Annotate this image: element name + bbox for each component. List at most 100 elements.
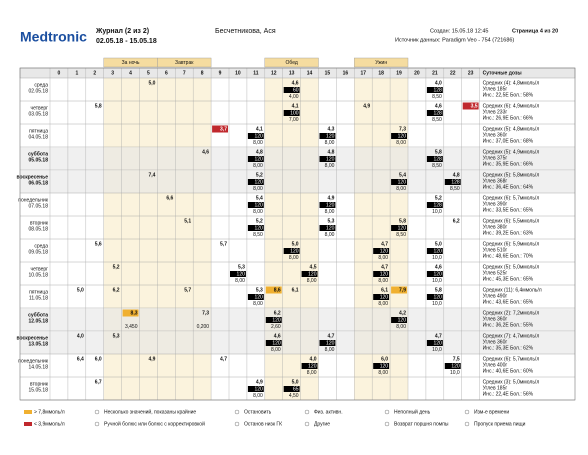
day-name: воскресенье [17,174,49,180]
glucose: 5,8 [435,287,442,293]
hour-label: 22 [450,70,456,76]
legend-label: Физ. активн. [314,409,343,415]
hour-label: 10 [235,70,241,76]
daily-carbs: Углев 390г [483,201,508,207]
glucose: 4,5 [310,264,317,270]
carbs: 120 [254,156,263,162]
day-name: пятница [29,128,48,134]
insulin: 8,00 [235,278,245,284]
glucose: 5,8 [435,149,442,155]
glucose: 5,7 [220,241,227,247]
insulin: 8,00 [253,186,263,192]
insulin: 10,0 [432,301,442,307]
carb-box [373,363,390,369]
legend-label: Пропуск приема пищи [474,421,526,427]
carbs: 128 [433,202,442,208]
glucose: 4,9 [327,195,334,201]
insulin: 8,50 [432,117,442,123]
insulin: 8,00 [396,140,406,146]
carbs: 120 [290,248,299,254]
daily-average: Средних (5): 4,9ммоль/л [483,149,540,155]
insulin: 8,00 [253,301,263,307]
carb-box [319,340,336,346]
glucose: 5,7 [184,287,191,293]
title: Журнал (2 из 2) [95,28,149,35]
glucose: 6,2 [453,218,460,224]
carbs: 120 [308,363,317,369]
meal-band [157,57,212,68]
carbs: 120 [380,294,389,300]
carb-box [265,340,282,346]
carb-box [391,133,407,139]
carbs: 120 [326,225,335,231]
carb-box [391,179,407,185]
daily-carbs: Углев 185г [483,385,508,391]
day-date: 14.05.18 [29,364,49,370]
legend-icon [464,409,470,415]
glucose: 3,5 [471,103,478,109]
day-date: 04.05.18 [29,134,49,140]
insulin: 8,00 [253,393,263,399]
daily-insulin: Инс.: 39,2Е Бол.: 63% [483,230,534,236]
insulin: 8,00 [325,209,335,215]
glucose: 6,6 [166,195,173,201]
day-date: 10.05.18 [29,272,49,278]
glucose: 5,3 [113,333,120,339]
hour-label: 9 [219,70,222,76]
daily-average: Средних (6): 5,7ммоль/л [483,195,540,201]
daily-carbs: Углев 360г [483,132,508,138]
glucose: 3,7 [220,126,227,132]
carb-box [230,271,246,277]
carb-box [426,271,443,277]
daily-carbs: Углев 360г [483,316,508,322]
day-date: 05.05.18 [29,157,49,163]
glucose: 5,0 [292,379,299,385]
glucose: 5,2 [113,264,120,270]
day-date: 12.05.18 [29,318,49,324]
carb-box [301,271,318,277]
carb-box [283,110,300,116]
carb-box [319,133,336,139]
carb-box [319,202,336,208]
carbs: 128 [433,110,442,116]
carbs: 128 [451,179,460,185]
hour-label: 5 [147,70,150,76]
insulin: 8,00 [378,255,388,261]
glucose: 4,7 [435,333,442,339]
glucose: 6,0 [381,356,388,362]
carb-box [283,248,300,254]
meal-band [354,57,409,68]
hour-label: 3 [111,70,114,76]
legend-label: Несколько значений, показаны крайние [104,408,196,415]
glucose: 5,8 [95,103,102,109]
glucose: 8,6 [274,287,281,293]
hour-label: 8 [201,70,204,76]
hour-label: 18 [378,70,384,76]
insulin: 10,0 [432,255,442,261]
source: Источник данных: Paradigm Veo - 754 (721… [395,37,514,43]
day-name: понедельник [18,197,49,203]
meal-band-label: За ночь [122,60,140,66]
glucose: 5,0 [435,241,442,247]
summary-header: Суточные дозы [483,70,522,76]
insulin: 8,00 [325,163,335,169]
legend-icon [384,409,390,415]
glucose: 5,3 [256,287,263,293]
legend-icon [94,421,100,427]
hour-label: 6 [165,70,168,76]
carb-box [247,386,264,392]
day-name: воскресенье [17,335,49,341]
day-name: суббота [28,311,48,318]
insulin: 8,00 [253,140,263,146]
hour-label: 14 [307,70,313,76]
day-name: четверг [31,105,49,111]
glucose: 4,8 [453,172,460,178]
carbs: 120 [254,202,263,208]
glucose: 4,6 [202,149,209,155]
glucose: 4,7 [381,264,388,270]
glucose: 5,0 [77,287,84,293]
glucose: 4,7 [381,241,388,247]
insulin: 8,00 [378,278,388,284]
legend-label: Остановить [244,409,272,415]
legend-label: Ручной болюс или болюс с корректировкой [104,420,205,427]
